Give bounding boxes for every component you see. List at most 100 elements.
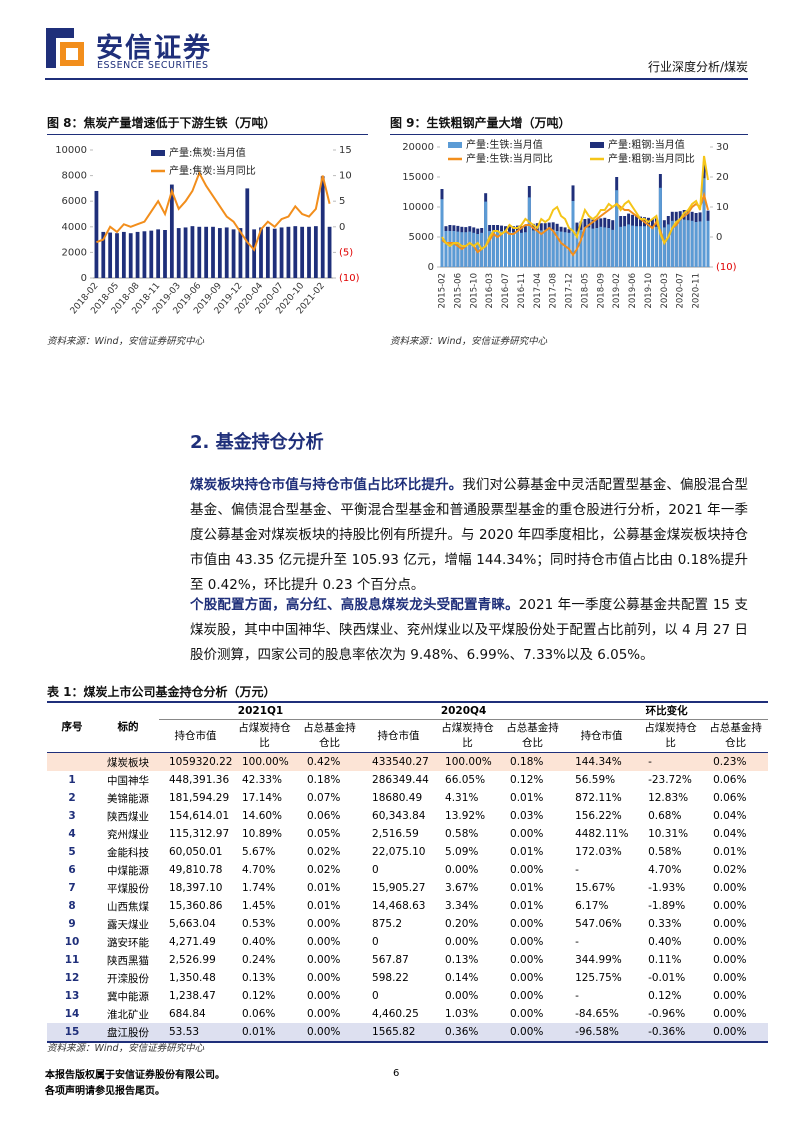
cell: 13	[64, 990, 80, 1002]
y2-tick-label: 30	[716, 142, 729, 153]
cell: 2	[68, 792, 76, 804]
cell: 6.17%	[575, 900, 609, 912]
cell: 344.99%	[575, 954, 622, 966]
x-tick-label: 2018-05	[580, 273, 590, 309]
cell: 567.87	[372, 954, 409, 966]
page-number: 6	[393, 1068, 400, 1079]
bar	[650, 228, 654, 267]
bar	[115, 233, 119, 278]
cell: 美锦能源	[107, 792, 149, 805]
cell: 22,075.10	[372, 846, 426, 858]
cell: 0.00%	[445, 990, 479, 1002]
company-name: 安信证券	[96, 33, 212, 64]
cell: 60,343.84	[372, 810, 426, 822]
y2-tick-label: 20	[716, 172, 729, 183]
bar	[523, 232, 527, 267]
y-tick-label: 8000	[62, 171, 87, 182]
bar	[286, 226, 291, 278]
cell: 金能科技	[107, 846, 149, 859]
bar	[551, 229, 555, 267]
bar	[259, 227, 263, 278]
cell: 冀中能源	[107, 990, 149, 1003]
cell: 547.06%	[575, 918, 622, 930]
cell: 53.53	[169, 1026, 200, 1038]
table-row: 15 盘江股份 53.53 0.01% 0.00% 1565.82 0.36% 0.00% -9…	[47, 1023, 769, 1042]
bar	[176, 228, 181, 278]
cell: 0.00%	[510, 828, 544, 840]
bar	[464, 232, 468, 267]
cell: 17.14%	[242, 792, 283, 804]
bar	[307, 226, 311, 278]
cell: 4.70%	[648, 864, 682, 876]
bar	[190, 226, 195, 278]
cell: 0.24%	[242, 954, 276, 966]
cell: 陕西黑猫	[107, 954, 149, 967]
cell: 陕西煤业	[107, 810, 149, 823]
bar	[279, 227, 284, 278]
x-tick-label: 2020-03	[660, 273, 670, 309]
cell: 8	[68, 900, 76, 912]
table-row: 5 金能科技 60,050.01 5.67% 0.02% 22,075.10 5.09% 0.…	[47, 843, 768, 861]
paragraph-body: 2021 年一季度公募基金共配置 15 支煤炭股，其中中国神华、陕西煤业、兖州煤…	[190, 597, 748, 663]
bar	[559, 231, 563, 267]
bar	[678, 220, 682, 267]
bar	[706, 220, 710, 267]
cell: 15,360.86	[169, 900, 223, 912]
bar	[690, 220, 694, 267]
cell: 0.01%	[242, 1026, 276, 1038]
legend-swatch	[590, 142, 604, 148]
cell: 0	[372, 936, 379, 948]
x-tick-label: 2015-06	[453, 273, 463, 309]
x-tick-label: 2017-04	[533, 273, 543, 309]
bar	[183, 227, 188, 278]
cell: 0.00%	[510, 1026, 544, 1038]
bar	[245, 188, 250, 278]
header-cell: 占煤炭持仓比	[238, 722, 291, 749]
chart: 0200040006000800010000(10)(5)0510152018-…	[55, 145, 359, 316]
bar	[472, 232, 476, 267]
cell: 4.31%	[445, 792, 479, 804]
cell: 0.00%	[510, 990, 544, 1002]
line	[441, 155, 709, 251]
y-tick-label: 0	[81, 273, 87, 284]
bar	[142, 231, 147, 278]
bar	[108, 232, 113, 278]
cell: 0.05%	[307, 828, 341, 840]
cell: 0.01%	[307, 900, 341, 912]
bar	[507, 231, 511, 267]
legend-label: 产量:粗钢:当月同比	[608, 152, 695, 165]
bar	[615, 190, 619, 267]
header-row: 持仓市值 占煤炭持仓比 占总基金持仓比 持仓市值 占煤炭持仓比 占总基金持仓比 持仓市值 占煤…	[47, 720, 769, 753]
cell: -	[575, 864, 579, 876]
bar	[300, 226, 305, 278]
cell: 56.59%	[575, 774, 616, 786]
figure-title: 图 9：生铁粗钢产量大增（万吨）	[390, 114, 748, 135]
cell: 0.40%	[242, 936, 276, 948]
bar	[627, 224, 631, 267]
bar	[619, 226, 623, 267]
bar	[452, 231, 456, 267]
cell: 5.09%	[445, 846, 479, 858]
header-cell: 占总基金持仓比	[709, 722, 762, 749]
cell: 115,312.97	[169, 828, 230, 840]
bar	[217, 228, 222, 278]
cell: -84.65%	[575, 1008, 619, 1020]
bar	[611, 229, 615, 267]
bar	[163, 230, 167, 278]
bar	[444, 231, 448, 267]
legend-label: 产量:生铁:当月同比	[466, 152, 553, 165]
figure-source: 资料来源：Wind，安信证券研究中心	[47, 336, 205, 347]
bar	[702, 178, 706, 267]
bar	[543, 229, 547, 267]
cell: 15,905.27	[372, 882, 426, 894]
y-tick-label: 20000	[402, 142, 434, 153]
bar	[642, 226, 646, 267]
header-cell: 环比变化	[565, 702, 769, 720]
cell: 144.34%	[575, 756, 622, 768]
cell: -0.36%	[648, 1026, 686, 1038]
cell: -1.93%	[648, 882, 686, 894]
cell: 172.03%	[575, 846, 622, 858]
cell: 开滦股份	[107, 972, 149, 985]
table-row: 2 美锦能源 181,594.29 17.14% 0.07% 18680.49 4.31% 0…	[47, 789, 768, 807]
bar	[694, 222, 698, 267]
